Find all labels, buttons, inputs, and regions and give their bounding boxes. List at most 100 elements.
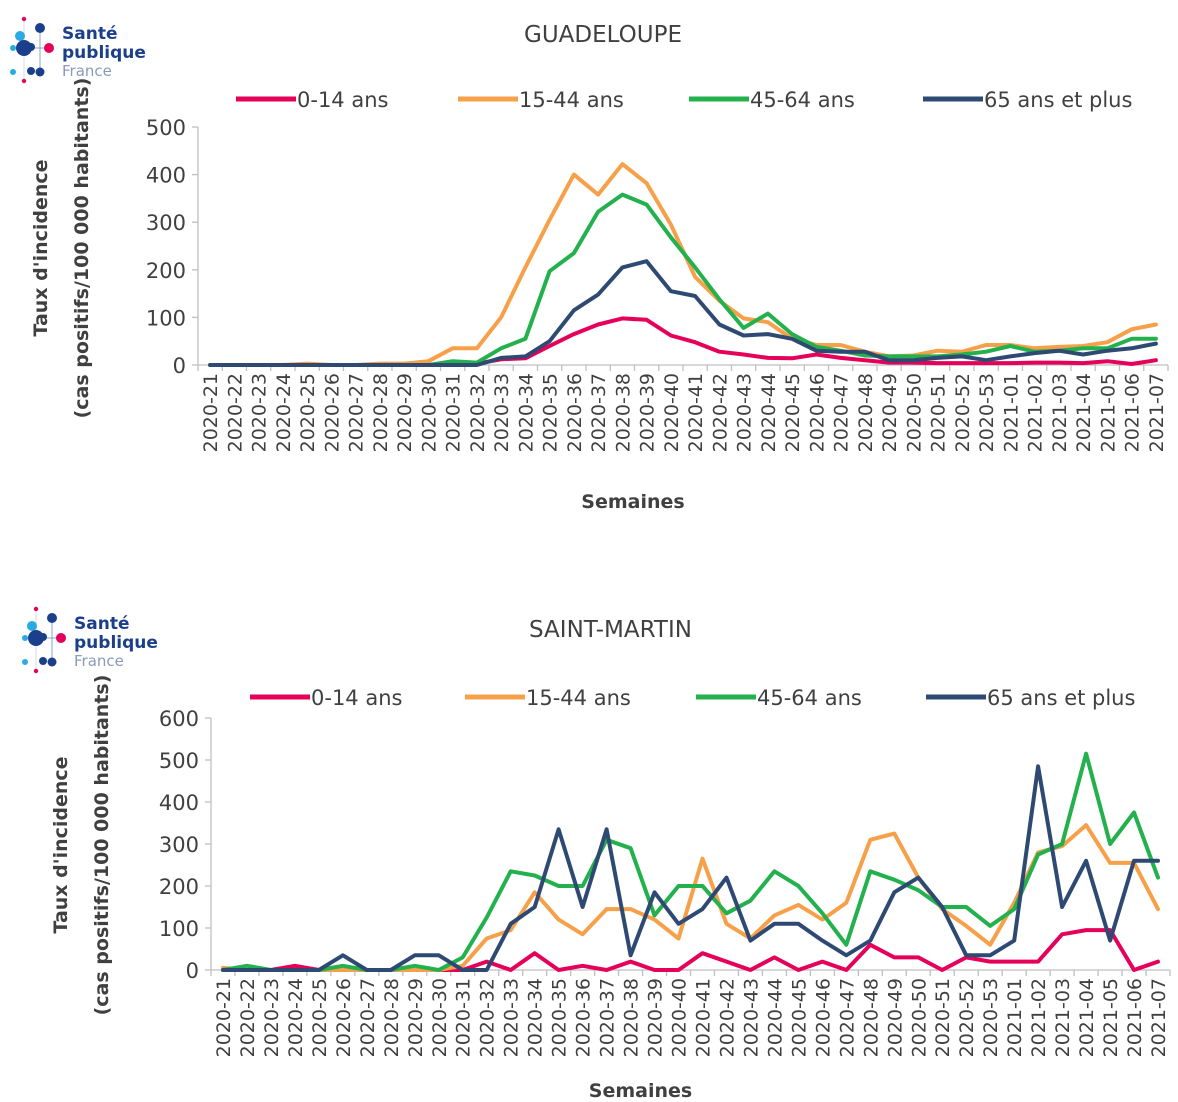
x-tick-label: 2020-38 — [612, 373, 634, 452]
x-tick-label: 2020-40 — [661, 373, 683, 452]
y-tick-label: 500 — [146, 116, 186, 140]
legend-label: 15-44 ans — [526, 686, 631, 710]
x-tick-label: 2020-32 — [467, 373, 489, 452]
x-tick-label: 2020-21 — [200, 373, 222, 452]
legend-entry: 0-14 ans — [236, 88, 388, 112]
x-tick-label: 2021-05 — [1097, 373, 1119, 452]
x-tick-label: 2020-35 — [540, 373, 562, 452]
x-tick-label: 2020-24 — [273, 373, 295, 452]
y-tick-label: 200 — [159, 875, 199, 899]
logo-text-line1: Santé — [74, 614, 129, 634]
x-tick-label: 2020-53 — [976, 373, 998, 452]
x-tick-label: 2020-27 — [346, 373, 368, 452]
x-tick-label: 2021-01 — [1004, 978, 1026, 1057]
x-tick-label: 2021-02 — [1028, 978, 1050, 1057]
legend-entry: 45-64 ans — [696, 686, 862, 710]
x-tick-label: 2020-45 — [782, 373, 804, 452]
series-line-65-ans-et-plus — [208, 259, 1158, 367]
x-tick-label: 2020-50 — [908, 978, 930, 1057]
y-tick-label: 0 — [173, 354, 186, 378]
series-line-15-44-ans — [208, 162, 1158, 367]
x-tick-label: 2020-50 — [903, 373, 925, 452]
x-tick-label: 2021-01 — [1000, 373, 1022, 452]
legend-label: 0-14 ans — [311, 686, 402, 710]
logo-text-line1: Santé — [62, 24, 117, 44]
x-tick-label: 2021-06 — [1124, 978, 1146, 1057]
x-tick-label: 2020-52 — [952, 373, 974, 452]
x-tick-label: 2020-41 — [692, 978, 714, 1057]
x-tick-label: 2020-28 — [381, 978, 403, 1057]
x-tick-label: 2020-34 — [515, 373, 537, 452]
x-tick-label: 2020-43 — [734, 373, 756, 452]
x-tick-label: 2021-03 — [1049, 373, 1071, 452]
y-tick-label: 300 — [146, 211, 186, 235]
legend-entry: 65 ans et plus — [923, 88, 1132, 112]
x-tick-label: 2020-45 — [788, 978, 810, 1057]
x-tick-label: 2020-46 — [812, 978, 834, 1057]
x-tick-label: 2020-29 — [394, 373, 416, 452]
logo-text-line3: France — [62, 62, 112, 80]
x-tick-label: 2020-23 — [261, 978, 283, 1057]
y-tick-label: 400 — [159, 791, 199, 815]
x-tick-label: 2020-44 — [764, 978, 786, 1057]
y-tick-label: 100 — [159, 917, 199, 941]
x-tick-label: 2020-49 — [884, 978, 906, 1057]
x-tick-label: 2020-29 — [405, 978, 427, 1057]
legend-label: 45-64 ans — [750, 88, 855, 112]
y-tick-label: 600 — [159, 707, 199, 731]
logo-text-line3: France — [74, 652, 124, 670]
x-tick-label: 2020-30 — [418, 373, 440, 452]
legend-label: 45-64 ans — [757, 686, 862, 710]
legend-label: 65 ans et plus — [987, 686, 1135, 710]
x-tick-label: 2020-40 — [669, 978, 691, 1057]
y-axis-title-line1: Taux d'incidence — [30, 159, 52, 336]
legend-label: 15-44 ans — [519, 88, 624, 112]
x-tick-label: 2021-02 — [1025, 373, 1047, 452]
legend-label: 0-14 ans — [297, 88, 388, 112]
x-tick-label: 2020-37 — [597, 978, 619, 1057]
x-tick-label: 2020-34 — [525, 978, 547, 1057]
series-line-0-14-ans — [208, 316, 1158, 367]
x-tick-label: 2020-32 — [477, 978, 499, 1057]
x-tick-label: 2020-47 — [836, 978, 858, 1057]
x-tick-label: 2020-38 — [621, 978, 643, 1057]
x-tick-label: 2020-44 — [758, 373, 780, 452]
x-tick-label: 2020-39 — [637, 373, 659, 452]
x-tick-label: 2020-48 — [860, 978, 882, 1057]
y-tick-label: 200 — [146, 259, 186, 283]
y-tick-label: 400 — [146, 164, 186, 188]
y-tick-label: 300 — [159, 833, 199, 857]
x-tick-label: 2020-31 — [443, 373, 465, 452]
x-tick-label: 2020-25 — [309, 978, 331, 1057]
x-tick-label: 2020-24 — [285, 978, 307, 1057]
x-tick-label: 2020-36 — [564, 373, 586, 452]
x-tick-label: 2021-04 — [1076, 978, 1098, 1057]
x-tick-label: 2020-51 — [932, 978, 954, 1057]
chart-2: SAINT-MARTIN 0-14 ans 15-44 ans 45-64 ans 65… — [50, 617, 1171, 1102]
x-tick-label: 2020-36 — [573, 978, 595, 1057]
x-tick-label: 2021-07 — [1148, 978, 1170, 1057]
legend-label: 65 ans et plus — [984, 88, 1132, 112]
series-line-65-ans-et-plus — [221, 764, 1160, 972]
legend-entry: 0-14 ans — [250, 686, 402, 710]
logo-text-line2: publique — [62, 43, 146, 63]
x-tick-label: 2020-53 — [980, 978, 1002, 1057]
x-tick-label: 2020-42 — [716, 978, 738, 1057]
x-tick-label: 2020-47 — [831, 373, 853, 452]
x-tick-label: 2021-03 — [1052, 978, 1074, 1057]
x-tick-label: 2020-22 — [237, 978, 259, 1057]
logo-text-line2: publique — [74, 633, 158, 653]
series-line-45-64-ans — [221, 751, 1160, 972]
x-tick-label: 2021-05 — [1100, 978, 1122, 1057]
x-tick-label: 2020-48 — [855, 373, 877, 452]
chart-title: SAINT-MARTIN — [529, 617, 692, 643]
legend-entry: 15-44 ans — [465, 686, 631, 710]
y-axis-title-line1: Taux d'incidence — [50, 756, 72, 933]
x-tick-label: 2020-35 — [549, 978, 571, 1057]
x-tick-label: 2020-37 — [588, 373, 610, 452]
x-tick-label: 2020-30 — [429, 978, 451, 1057]
x-axis-title: Semaines — [589, 1080, 692, 1102]
series-line-0-14-ans — [221, 928, 1160, 972]
